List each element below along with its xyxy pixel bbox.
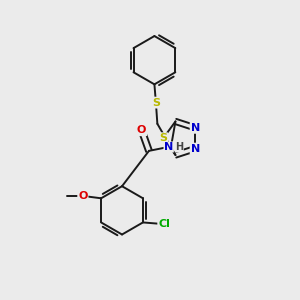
Text: N: N [190,123,200,133]
Text: O: O [78,191,88,201]
Text: S: S [159,133,167,143]
Text: N: N [190,144,200,154]
Text: O: O [137,125,146,135]
Text: S: S [152,98,160,108]
Text: H: H [175,142,183,152]
Text: N: N [164,142,173,152]
Text: Cl: Cl [158,219,170,229]
